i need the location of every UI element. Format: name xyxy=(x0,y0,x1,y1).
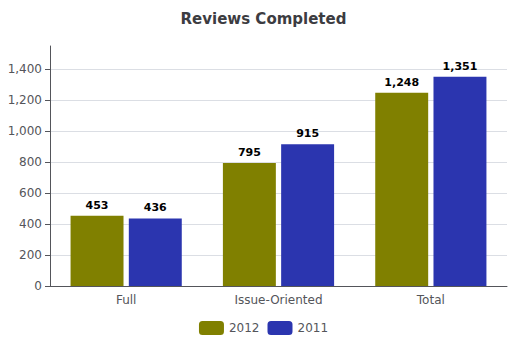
svg-text:0: 0 xyxy=(34,279,42,293)
svg-text:1,200: 1,200 xyxy=(8,93,42,107)
svg-text:1,351: 1,351 xyxy=(443,60,478,73)
svg-text:436: 436 xyxy=(144,201,167,214)
svg-text:600: 600 xyxy=(19,186,42,200)
svg-text:453: 453 xyxy=(86,199,109,212)
svg-text:1,400: 1,400 xyxy=(8,62,42,76)
svg-text:2011: 2011 xyxy=(298,321,329,335)
svg-text:Issue-Oriented: Issue-Oriented xyxy=(234,293,322,307)
svg-text:795: 795 xyxy=(238,146,261,159)
svg-text:1,248: 1,248 xyxy=(384,76,419,89)
svg-text:Full: Full xyxy=(116,293,137,307)
svg-text:2012: 2012 xyxy=(229,321,260,335)
svg-text:915: 915 xyxy=(296,127,319,140)
svg-text:800: 800 xyxy=(19,155,42,169)
svg-text:400: 400 xyxy=(19,217,42,231)
svg-text:Total: Total xyxy=(416,293,445,307)
svg-text:1,000: 1,000 xyxy=(8,124,42,138)
svg-text:Reviews Completed: Reviews Completed xyxy=(181,10,347,28)
svg-text:200: 200 xyxy=(19,248,42,262)
